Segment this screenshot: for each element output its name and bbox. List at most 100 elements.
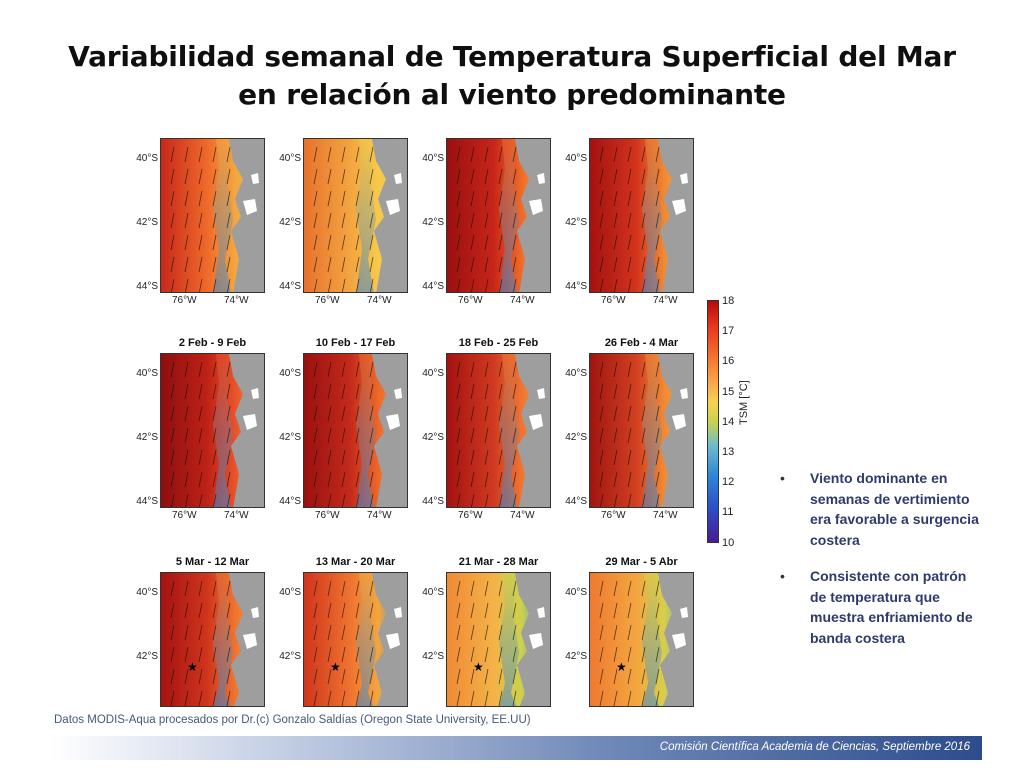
station-star: ★: [616, 660, 627, 674]
island: [537, 173, 545, 184]
sst-map-panel: 5 Mar - 12 Mar ★ 40°S 42°S: [136, 556, 265, 707]
latitude-label: 42°S: [136, 432, 158, 443]
island: [529, 633, 543, 649]
longitude-label: 76°W: [315, 510, 340, 521]
sst-map-panel: 18 Feb - 25 Feb 40°S 42°S 44°S 76°W 74°W: [422, 337, 551, 521]
island: [251, 173, 259, 184]
station-star: ★: [473, 660, 484, 674]
colorbar-tick-label: 16: [722, 355, 735, 368]
bullet-text: Viento dominante en semanas de vertimien…: [810, 470, 979, 548]
footer-text: Comisión Científica Academia de Ciencias…: [659, 741, 970, 753]
longitude-label: 76°W: [601, 295, 626, 306]
title-line-1: Variabilidad semanal de Temperatura Supe…: [68, 40, 956, 73]
sst-map-panel: 2 Feb - 9 Feb 40°S 42°S 44°S 76°W 74°W: [136, 337, 265, 521]
latitude-label: 44°S: [279, 281, 301, 292]
island: [243, 199, 257, 215]
colorbar-tick-label: 14: [722, 415, 735, 428]
panel-date-label: 26 Feb - 4 Mar: [604, 337, 679, 349]
longitude-label: 76°W: [172, 510, 197, 521]
bullet-item: • Viento dominante en semanas de vertimie…: [780, 468, 980, 550]
station-star: ★: [330, 660, 341, 674]
bullet-dot: •: [780, 470, 785, 486]
data-source-note: Datos MODIS-Aqua procesados por Dr.(c) G…: [54, 714, 531, 726]
island: [529, 414, 543, 430]
latitude-label: 40°S: [279, 587, 301, 598]
wind-vectors: [456, 580, 517, 706]
sst-map-panel: 40°S 42°S 44°S 76°W 74°W: [279, 138, 408, 306]
latitude-label: 40°S: [279, 368, 301, 379]
wind-vectors: [313, 361, 374, 507]
coastal-band: [642, 573, 662, 706]
latitude-label: 40°S: [136, 368, 158, 379]
island: [243, 414, 257, 430]
island: [672, 633, 686, 649]
island: [537, 607, 545, 618]
latitude-label: 42°S: [136, 217, 158, 228]
colorbar-tick-label: 17: [722, 325, 735, 338]
coastal-band: [213, 573, 233, 706]
longitude-label: 76°W: [458, 510, 483, 521]
longitude-label: 74°W: [224, 295, 249, 306]
latitude-label: 44°S: [136, 496, 158, 507]
sst-map-panel: 40°S 42°S 44°S 76°W 74°W: [422, 138, 551, 306]
sst-map: ★: [303, 572, 408, 707]
bullet-dot: •: [780, 568, 785, 584]
wind-vectors: [170, 361, 231, 507]
coastal-band: [213, 139, 233, 292]
longitude-label: 74°W: [224, 510, 249, 521]
colorbar-title: TSM [°C]: [738, 380, 750, 425]
latitude-label: 42°S: [422, 651, 444, 662]
wind-vectors: [313, 146, 374, 292]
longitude-label: 76°W: [172, 295, 197, 306]
island: [251, 607, 259, 618]
latitude-label: 42°S: [136, 651, 158, 662]
latitude-label: 40°S: [565, 368, 587, 379]
wind-vectors: [170, 580, 231, 706]
longitude-label: 76°W: [315, 295, 340, 306]
island: [394, 388, 402, 399]
latitude-label: 40°S: [565, 587, 587, 598]
latitude-label: 44°S: [422, 496, 444, 507]
island: [386, 633, 400, 649]
panel-date-label: 13 Mar - 20 Mar: [315, 556, 396, 568]
latitude-label: 40°S: [422, 153, 444, 164]
longitude-label: 74°W: [510, 295, 535, 306]
wind-vectors: [456, 361, 517, 507]
title-line-2: en relación al viento predominante: [238, 78, 786, 111]
bullet-item: • Consistente con patrón de temperatura q…: [780, 566, 980, 648]
panel-date-label: 5 Mar - 12 Mar: [175, 556, 250, 568]
colorbar-tick-label: 18: [722, 295, 735, 307]
sst-map: ★: [589, 572, 694, 707]
bullet-text: Consistente con patrón de temperatura qu…: [810, 568, 973, 646]
island: [529, 199, 543, 215]
latitude-label: 40°S: [136, 153, 158, 164]
island: [680, 607, 688, 618]
latitude-label: 42°S: [279, 217, 301, 228]
coastal-band: [356, 573, 376, 706]
slide-title: Variabilidad semanal de Temperatura Supe…: [40, 38, 984, 114]
sst-map: [589, 138, 694, 293]
coastal-band: [356, 354, 376, 507]
latitude-label: 42°S: [565, 432, 587, 443]
sst-map-panel: 40°S 42°S 44°S 76°W 74°W: [136, 138, 265, 306]
sst-map-panel: 10 Feb - 17 Feb 40°S 42°S 44°S 76°W 74°W: [279, 337, 408, 521]
sst-map: ★: [160, 572, 265, 707]
station-star: ★: [187, 660, 198, 674]
bullet-list: • Viento dominante en semanas de vertimie…: [780, 468, 980, 664]
latitude-label: 44°S: [136, 281, 158, 292]
latitude-label: 44°S: [422, 281, 444, 292]
panel-date-label: 2 Feb - 9 Feb: [178, 337, 247, 349]
latitude-label: 42°S: [279, 432, 301, 443]
sst-map: [446, 138, 551, 293]
sst-map: [303, 138, 408, 293]
latitude-label: 42°S: [422, 217, 444, 228]
wind-vectors: [599, 146, 660, 292]
latitude-label: 40°S: [422, 368, 444, 379]
island: [672, 414, 686, 430]
island: [537, 388, 545, 399]
footer-bar: Comisión Científica Academia de Ciencias…: [50, 736, 982, 760]
island: [680, 173, 688, 184]
colorbar: [707, 300, 719, 543]
island: [386, 199, 400, 215]
panel-date-label: 21 Mar - 28 Mar: [458, 556, 539, 568]
